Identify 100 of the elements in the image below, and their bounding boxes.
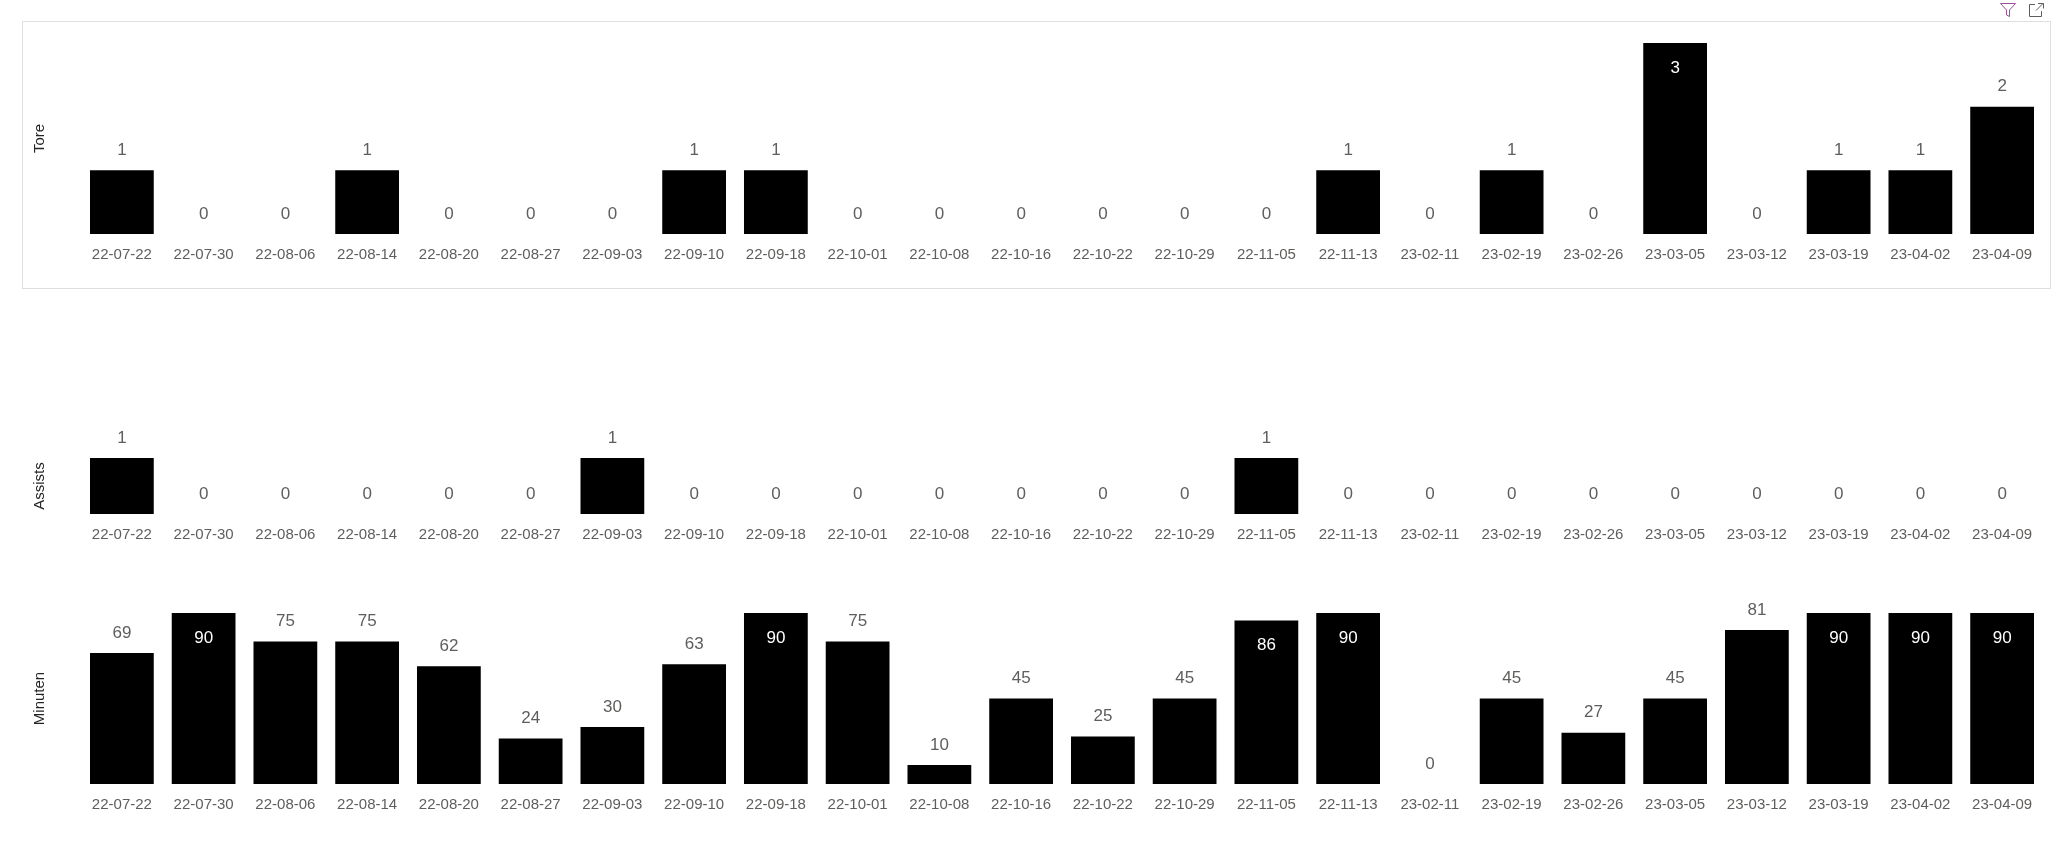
x-tick-label: 23-04-02: [1890, 525, 1951, 543]
data-label: 0: [771, 483, 781, 503]
data-label: 1: [1833, 140, 1844, 160]
data-label: 0: [1016, 483, 1026, 503]
bar: [253, 641, 318, 784]
data-label: 0: [525, 203, 536, 223]
data-label: 1: [1261, 427, 1272, 447]
data-label: 1: [607, 427, 618, 447]
x-tick-label: 23-04-09: [1972, 525, 2033, 543]
data-label: 69: [112, 622, 132, 642]
x-tick-label: 22-09-10: [664, 525, 725, 543]
data-label: 30: [602, 696, 622, 716]
bar: [1724, 630, 1789, 784]
bar: [907, 765, 972, 784]
data-label: 0: [1343, 483, 1353, 503]
data-label: 0: [1179, 483, 1190, 503]
x-tick-label: 22-11-05: [1236, 245, 1296, 263]
bar: [825, 641, 890, 784]
x-tick-label: 23-03-12: [1726, 525, 1787, 543]
x-tick-label: 22-08-14: [337, 525, 398, 543]
data-label: 0: [1833, 483, 1844, 503]
x-tick-label: 23-02-26: [1563, 795, 1624, 813]
bar: [1806, 613, 1871, 784]
y-axis-title: Tore: [30, 123, 48, 154]
data-label: 0: [607, 203, 618, 223]
data-label: 0: [852, 483, 863, 503]
data-label: 1: [689, 140, 699, 160]
x-tick-label: 23-02-11: [1400, 245, 1460, 263]
x-tick-label: 22-11-13: [1318, 795, 1378, 813]
data-label: 24: [521, 708, 541, 728]
x-tick-label: 22-07-22: [91, 525, 152, 543]
data-label: 90: [194, 627, 214, 647]
data-label: 0: [1098, 483, 1108, 503]
x-tick-label: 22-08-14: [337, 245, 398, 263]
x-tick-label: 22-11-13: [1318, 245, 1378, 263]
data-label: 0: [1261, 203, 1272, 223]
x-tick-label: 22-10-08: [909, 525, 970, 543]
x-tick-label: 23-03-19: [1808, 525, 1869, 543]
x-tick-label: 22-07-30: [173, 245, 234, 263]
data-label: 1: [1506, 140, 1517, 160]
x-tick-label: 22-10-16: [991, 525, 1052, 543]
data-label: 1: [771, 140, 781, 160]
data-label: 0: [1915, 483, 1926, 503]
data-label: 0: [852, 203, 863, 223]
data-label: 27: [1583, 702, 1603, 722]
x-tick-label: 23-04-09: [1972, 245, 2033, 263]
data-label: 0: [1588, 203, 1599, 223]
x-tick-label: 22-10-29: [1154, 525, 1215, 543]
data-label: 45: [1011, 668, 1031, 688]
x-tick-label: 23-02-11: [1400, 525, 1460, 543]
x-tick-label: 23-02-26: [1563, 525, 1624, 543]
x-tick-label: 22-08-27: [500, 525, 561, 543]
data-label: 0: [1506, 483, 1517, 503]
bar: [1479, 698, 1544, 784]
data-label: 63: [684, 633, 704, 653]
bar: [1152, 698, 1217, 784]
data-label: 75: [848, 611, 868, 631]
x-tick-label: 22-10-22: [1072, 525, 1133, 543]
data-label: 75: [357, 611, 377, 631]
data-label: 25: [1093, 706, 1113, 726]
x-tick-label: 23-02-11: [1400, 795, 1460, 813]
x-tick-label: 23-02-26: [1563, 245, 1624, 263]
data-label: 1: [1915, 140, 1926, 160]
x-tick-label: 23-04-09: [1972, 795, 2033, 813]
x-tick-label: 22-10-22: [1072, 795, 1133, 813]
x-tick-label: 22-07-30: [173, 525, 234, 543]
x-tick-label: 22-10-22: [1072, 245, 1133, 263]
x-tick-label: 22-08-06: [255, 795, 316, 813]
data-label: 3: [1670, 57, 1680, 77]
bar: [1561, 732, 1626, 784]
bar: [416, 666, 481, 784]
data-label: 90: [766, 627, 786, 647]
data-label: 1: [117, 427, 127, 447]
data-label: 0: [1098, 203, 1108, 223]
x-tick-label: 22-08-06: [255, 525, 316, 543]
data-label: 90: [1829, 627, 1849, 647]
data-label: 0: [198, 483, 209, 503]
x-tick-label: 22-09-03: [582, 795, 643, 813]
data-label: 2: [1997, 76, 2007, 96]
bar: [743, 613, 808, 784]
x-tick-label: 23-04-02: [1890, 245, 1951, 263]
data-label: 0: [525, 483, 536, 503]
x-tick-label: 23-03-05: [1645, 795, 1706, 813]
data-label: 1: [117, 140, 127, 160]
data-label: 75: [275, 611, 295, 631]
x-tick-label: 22-11-05: [1236, 795, 1296, 813]
data-label: 90: [1910, 627, 1930, 647]
x-tick-label: 22-10-29: [1154, 245, 1215, 263]
x-tick-label: 23-02-19: [1481, 525, 1542, 543]
x-tick-label: 22-08-20: [418, 525, 479, 543]
x-tick-label: 22-10-01: [827, 795, 888, 813]
data-label: 90: [1992, 627, 2012, 647]
data-label: 0: [934, 203, 945, 223]
data-label: 0: [198, 203, 209, 223]
x-tick-label: 22-07-22: [91, 245, 152, 263]
y-axis-title: Assists: [30, 462, 48, 510]
x-tick-label: 23-04-02: [1890, 795, 1951, 813]
data-label: 0: [934, 483, 945, 503]
x-tick-label: 23-03-05: [1645, 245, 1706, 263]
x-tick-label: 23-03-12: [1726, 245, 1787, 263]
